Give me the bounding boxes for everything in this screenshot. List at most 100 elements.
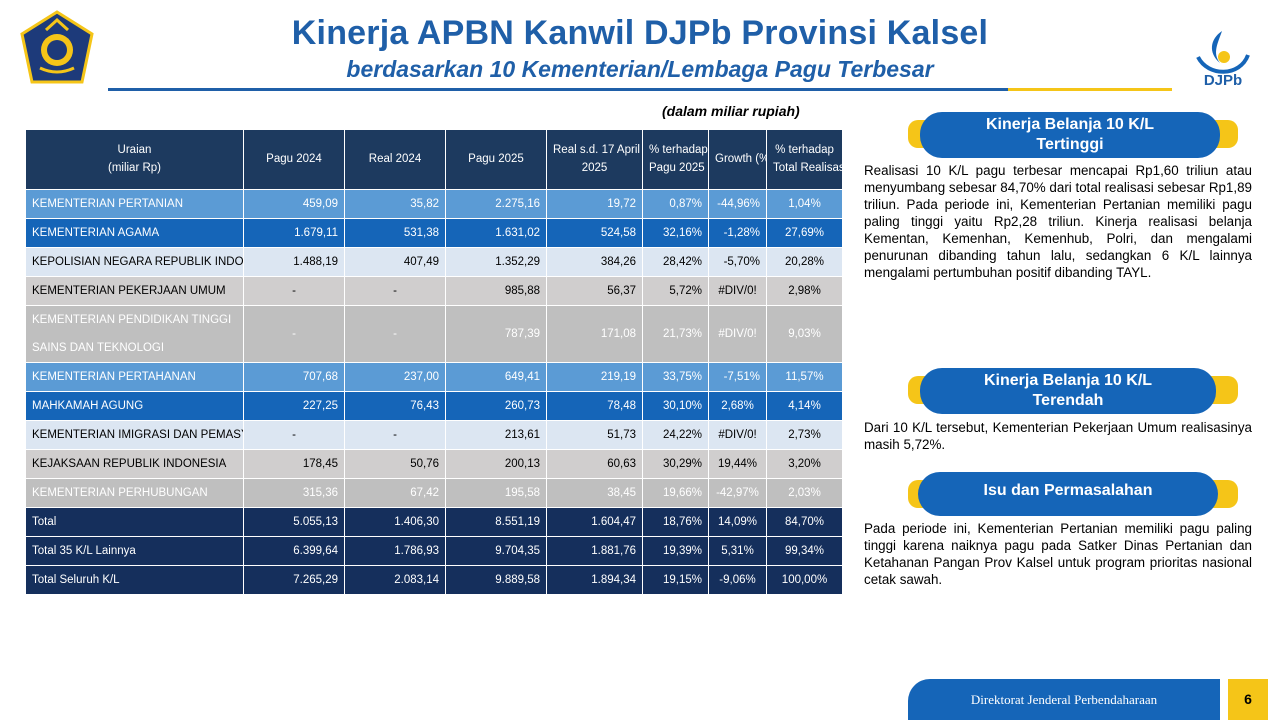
cell-name: KEMENTERIAN PEKERJAAN UMUM: [25, 276, 244, 306]
cell-pct-total: 100,00%: [766, 565, 843, 595]
table-row: KEMENTERIAN PERTANIAN 459,09 35,82 2.275…: [25, 189, 843, 219]
cell-pct-total: 99,34%: [766, 536, 843, 566]
cell-pagu2024: -: [243, 276, 345, 306]
panel-tertinggi-heading: Kinerja Belanja 10 K/L Tertinggi: [920, 112, 1220, 158]
cell-pct-pagu: 24,22%: [642, 420, 709, 450]
cell-pct-pagu: 19,15%: [642, 565, 709, 595]
cell-growth: -5,70%: [708, 247, 767, 277]
cell-name: KEMENTERIAN PERHUBUNGAN: [25, 478, 244, 508]
cell-pct-pagu: 21,73%: [642, 305, 709, 363]
footer-org: Direktorat Jenderal Perbendaharaan: [908, 679, 1220, 720]
col-header-pct-total-line1: % terhadap: [775, 144, 834, 157]
cell-real2025: 1.894,34: [546, 565, 643, 595]
table-row: KEPOLISIAN NEGARA REPUBLIK INDONESIA 1.4…: [25, 247, 843, 277]
cell-pagu2024: -: [243, 420, 345, 450]
cell-pct-total: 4,14%: [766, 391, 843, 421]
col-header-pagu2024: Pagu 2024: [243, 129, 345, 190]
cell-real2024: -: [344, 420, 446, 450]
cell-real2024: -: [344, 276, 446, 306]
cell-pct-pagu: 28,42%: [642, 247, 709, 277]
cell-real2024: 531,38: [344, 218, 446, 248]
cell-real2024: 50,76: [344, 449, 446, 479]
cell-real2025: 78,48: [546, 391, 643, 421]
cell-name: KEMENTERIAN PENDIDIKAN TINGGI SAINS DAN …: [25, 305, 244, 363]
kemenkeu-logo: [20, 10, 94, 84]
cell-real2025: 60,63: [546, 449, 643, 479]
cell-pagu2025: 200,13: [445, 449, 547, 479]
cell-real2025: 51,73: [546, 420, 643, 450]
col-header-pct-pagu-line2: Pagu 2025: [649, 161, 705, 174]
cell-real2025: 171,08: [546, 305, 643, 363]
cell-real2025: 219,19: [546, 362, 643, 392]
cell-growth: 2,68%: [708, 391, 767, 421]
cell-growth: -44,96%: [708, 189, 767, 219]
cell-pagu2025: 2.275,16: [445, 189, 547, 219]
cell-real2024: 2.083,14: [344, 565, 446, 595]
cell-name: KEMENTERIAN IMIGRASI DAN PEMASYARAKATA: [25, 420, 244, 450]
table-total-row: Total 35 K/L Lainnya 6.399,64 1.786,93 9…: [25, 536, 843, 566]
cell-pct-total: 2,73%: [766, 420, 843, 450]
header-divider-accent: [1008, 88, 1172, 91]
col-header-real2025-line2: 2025: [581, 161, 608, 174]
cell-pagu2025: 213,61: [445, 420, 547, 450]
cell-growth: -7,51%: [708, 362, 767, 392]
cell-pct-total: 27,69%: [766, 218, 843, 248]
panel-isu-heading: Isu dan Permasalahan: [918, 472, 1218, 516]
panel-terendah-heading: Kinerja Belanja 10 K/L Terendah: [920, 368, 1216, 414]
cell-pct-pagu: 30,10%: [642, 391, 709, 421]
unit-note: (dalam miliar rupiah): [662, 103, 800, 119]
djpb-logo-icon: [1196, 31, 1250, 74]
cell-pagu2025: 9.704,35: [445, 536, 547, 566]
col-header-pct-pagu: % terhadap Pagu 2025: [642, 129, 709, 190]
cell-pct-total: 2,03%: [766, 478, 843, 508]
table-row: KEJAKSAAN REPUBLIK INDONESIA 178,45 50,7…: [25, 449, 843, 479]
cell-pagu2024: 1.488,19: [243, 247, 345, 277]
cell-growth: #DIV/0!: [708, 276, 767, 306]
cell-name: KEMENTERIAN AGAMA: [25, 218, 244, 248]
cell-pct-pagu: 32,16%: [642, 218, 709, 248]
cell-real2025: 384,26: [546, 247, 643, 277]
cell-pagu2025: 649,41: [445, 362, 547, 392]
cell-pct-pagu: 18,76%: [642, 507, 709, 537]
cell-pagu2025: 9.889,58: [445, 565, 547, 595]
table-total-row: Total Seluruh K/L 7.265,29 2.083,14 9.88…: [25, 565, 843, 595]
cell-growth: -9,06%: [708, 565, 767, 595]
cell-growth: 5,31%: [708, 536, 767, 566]
table-row: KEMENTERIAN PENDIDIKAN TINGGI SAINS DAN …: [25, 305, 843, 363]
cell-pagu2024: 178,45: [243, 449, 345, 479]
table-row: KEMENTERIAN AGAMA 1.679,11 531,38 1.631,…: [25, 218, 843, 248]
cell-real2024: 35,82: [344, 189, 446, 219]
panel-tertinggi-heading-line1: Kinerja Belanja 10 K/L: [985, 116, 1155, 133]
col-header-real2024: Real 2024: [344, 129, 446, 190]
cell-pagu2025: 260,73: [445, 391, 547, 421]
cell-pct-pagu: 5,72%: [642, 276, 709, 306]
col-header-growth: Growth (%): [708, 129, 767, 190]
col-header-real2025: Real s.d. 17 April 2025: [546, 129, 643, 190]
cell-pct-total: 1,04%: [766, 189, 843, 219]
panel-terendah-heading-line2: Terendah: [1032, 392, 1104, 409]
cell-real2024: 67,42: [344, 478, 446, 508]
cell-pagu2024: 1.679,11: [243, 218, 345, 248]
cell-real2025: 38,45: [546, 478, 643, 508]
cell-name: KEPOLISIAN NEGARA REPUBLIK INDONESIA: [25, 247, 244, 277]
cell-pct-total: 9,03%: [766, 305, 843, 363]
cell-name: KEMENTERIAN PERTAHANAN: [25, 362, 244, 392]
col-header-uraian-line1: Uraian: [117, 144, 152, 157]
cell-real2025: 1.604,47: [546, 507, 643, 537]
cell-growth: -42,97%: [708, 478, 767, 508]
cell-pagu2025: 195,58: [445, 478, 547, 508]
col-header-real2025-line1: Real s.d. 17 April: [553, 144, 640, 157]
cell-pagu2024: 315,36: [243, 478, 345, 508]
cell-real2024: -: [344, 305, 446, 363]
cell-real2025: 524,58: [546, 218, 643, 248]
col-header-pagu2025: Pagu 2025: [445, 129, 547, 190]
col-header-uraian-line2: (miliar Rp): [107, 161, 162, 174]
cell-pagu2025: 1.631,02: [445, 218, 547, 248]
table-row: KEMENTERIAN PERHUBUNGAN 315,36 67,42 195…: [25, 478, 843, 508]
cell-pagu2024: 707,68: [243, 362, 345, 392]
table-row: KEMENTERIAN PEKERJAAN UMUM - - 985,88 56…: [25, 276, 843, 306]
cell-pct-pagu: 19,39%: [642, 536, 709, 566]
panel-terendah-text: Dari 10 K/L tersebut, Kementerian Pekerj…: [864, 420, 1252, 452]
cell-growth: #DIV/0!: [708, 305, 767, 363]
cell-pct-total: 3,20%: [766, 449, 843, 479]
